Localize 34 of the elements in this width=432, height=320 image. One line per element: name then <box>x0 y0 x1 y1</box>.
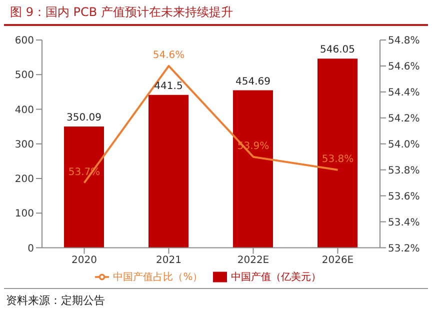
y2-tick-label: 54.2% <box>388 113 420 124</box>
bar <box>64 126 104 248</box>
y-tick-label: 0 <box>28 243 34 254</box>
y2-tick-label: 54.8% <box>388 36 420 47</box>
data-label: 54.6% <box>152 50 185 61</box>
x-tick-label: 2022E <box>237 254 270 266</box>
y2-tick-label: 53.4% <box>388 217 420 228</box>
data-label: 441.5 <box>154 80 183 92</box>
data-label: 350.09 <box>66 112 102 124</box>
x-tick-label: 2026E <box>322 254 354 266</box>
y-tick-label: 100 <box>14 208 34 220</box>
y2-tick-label: 53.8% <box>388 165 420 176</box>
y2-tick-label: 54.6% <box>388 62 420 73</box>
y2-tick-label: 53.6% <box>388 191 420 202</box>
y-tick-label: 200 <box>14 174 34 186</box>
x-tick-label: 2020 <box>72 254 97 266</box>
data-label: 53.8% <box>322 154 354 165</box>
y2-tick-label: 53.2% <box>388 243 420 254</box>
text: 资料来源：定期公告 <box>6 293 106 308</box>
y-tick-label: 600 <box>14 36 34 47</box>
legend-label: 中国产值占比（%） <box>113 272 203 283</box>
data-label: 454.69 <box>236 76 270 88</box>
y-tick-label: 500 <box>14 70 34 82</box>
y2-tick-label: 54.0% <box>388 139 420 150</box>
bar <box>233 90 273 248</box>
y-tick-label: 300 <box>14 139 34 150</box>
x-tick-label: 2021 <box>156 254 182 266</box>
bar <box>318 58 358 248</box>
y2-tick-label: 54.4% <box>388 87 420 98</box>
chart-title: 图 9：国内 PCB 产值预计在未来持续提升 <box>4 0 428 26</box>
legend-label: 中国产值（亿美元） <box>230 272 321 283</box>
data-label: 546.05 <box>320 44 355 56</box>
bar <box>148 94 188 248</box>
y-tick-label: 400 <box>14 104 34 116</box>
